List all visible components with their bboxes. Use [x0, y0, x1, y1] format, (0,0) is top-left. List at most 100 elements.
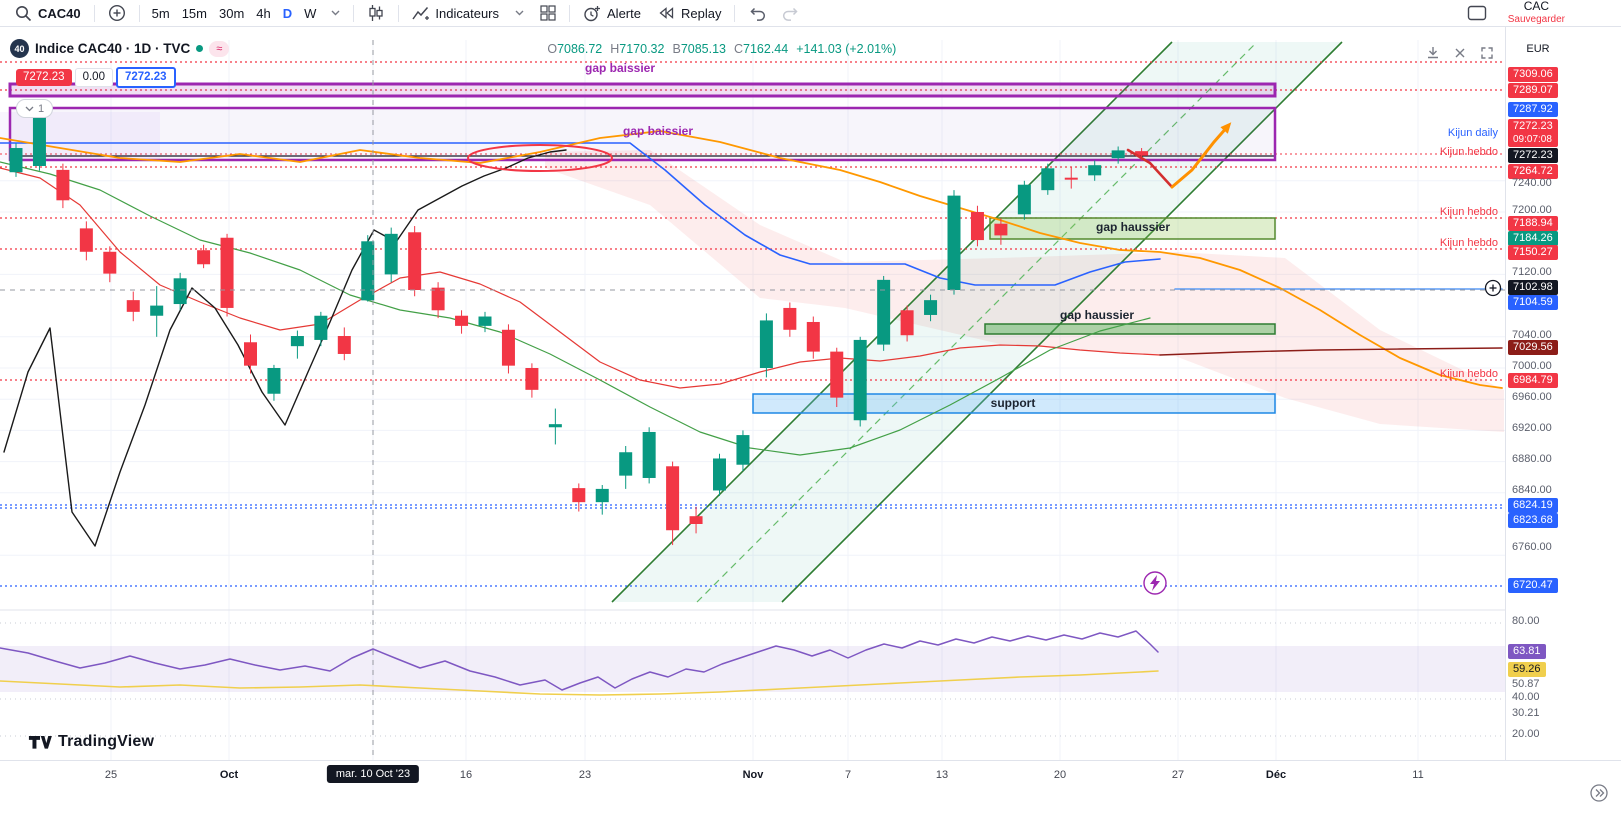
- wave-chip[interactable]: ≈: [209, 40, 230, 57]
- objects-count-pill[interactable]: 1: [16, 99, 54, 118]
- high-value: 7170.32: [619, 41, 665, 56]
- low-label: B: [672, 41, 681, 56]
- candle-body: [595, 488, 609, 503]
- position-pnl-label[interactable]: 0.00: [74, 68, 113, 87]
- drawn-path-down[interactable]: [1126, 148, 1174, 189]
- market-open-dot: [196, 45, 204, 52]
- candle-body: [900, 310, 914, 336]
- tradingview-logo-text: TradingView: [58, 732, 155, 750]
- annotation-text[interactable]: gap baissier: [623, 124, 693, 138]
- gap-baissier-band[interactable]: [8, 82, 1277, 98]
- toolbar-separator: [398, 4, 400, 22]
- annotation-text[interactable]: Kijun hebdo: [1440, 146, 1498, 158]
- toolbar-separator: [138, 4, 140, 22]
- price-axis-label: 59.26: [1508, 662, 1546, 677]
- timeframe-5m[interactable]: 5m: [146, 4, 176, 23]
- candlestick-icon: [369, 5, 384, 21]
- pane-controls: [1424, 43, 1496, 62]
- candle-body: [361, 241, 375, 301]
- go-to-realtime-icon[interactable]: [1589, 783, 1609, 803]
- candle-body: [525, 368, 539, 390]
- price-axis-label: 6920.00: [1512, 422, 1552, 434]
- annotation-text[interactable]: gap baissier: [585, 61, 655, 75]
- time-axis-label: 27: [1171, 769, 1185, 781]
- timeframe-D[interactable]: D: [277, 4, 298, 23]
- annotation-text[interactable]: support: [991, 396, 1036, 410]
- tradingview-logo[interactable]: TradingView: [28, 732, 154, 751]
- account-save-block[interactable]: CAC Sauvegarder: [1508, 0, 1565, 25]
- alert-button[interactable]: Alerte: [576, 2, 648, 25]
- alert-label: Alerte: [607, 5, 641, 21]
- price-axis-label: 7188.94: [1508, 216, 1558, 231]
- trend-channel-line[interactable]: [781, 41, 1343, 603]
- highlight-ellipse[interactable]: [467, 144, 613, 172]
- timeframe-menu-button[interactable]: [324, 7, 347, 19]
- flash-idea-icon[interactable]: [1143, 571, 1167, 595]
- alert-clock-icon: [584, 5, 601, 21]
- chart-plot[interactable]: gap baissier gap baissier gap haussier gap …: [0, 27, 1505, 760]
- timeframe-W[interactable]: W: [298, 4, 322, 23]
- candle-body: [173, 278, 187, 305]
- candle-body: [947, 195, 961, 290]
- add-symbol-button[interactable]: [101, 1, 133, 25]
- low-value: 7085.13: [680, 41, 726, 56]
- annotation-text[interactable]: Kijun hebdo: [1440, 368, 1498, 380]
- layout-grid-button[interactable]: [533, 2, 563, 24]
- drawn-arrow-up[interactable]: [1170, 122, 1232, 189]
- annotation-text[interactable]: Kijun daily: [1448, 127, 1499, 139]
- candle-body: [337, 336, 351, 354]
- pane-maximize-button[interactable]: [1478, 43, 1496, 62]
- layout-frame-icon: [1467, 5, 1486, 21]
- crosshair-plus-icon[interactable]: [1484, 279, 1502, 297]
- timeframe-15m[interactable]: 15m: [176, 4, 213, 23]
- pane-move-down-button[interactable]: [1424, 43, 1442, 62]
- axis-currency[interactable]: EUR: [1526, 43, 1550, 55]
- legend-title[interactable]: Indice CAC40 · 1D · TVC: [35, 41, 191, 56]
- plus-circle-icon: [108, 4, 125, 22]
- pane-close-button[interactable]: [1451, 43, 1469, 62]
- price-axis-label: 7287.92: [1508, 102, 1558, 117]
- toolbar-separator: [93, 4, 95, 22]
- candle-body: [56, 169, 70, 201]
- annotation-text[interactable]: Kijun hebdo: [1440, 206, 1498, 218]
- redo-button[interactable]: [775, 2, 807, 25]
- chart-pane[interactable]: gap baissier gap baissier gap haussier gap …: [0, 27, 1505, 760]
- chevron-down-icon: [515, 10, 524, 16]
- replay-button[interactable]: Replay: [650, 2, 728, 24]
- price-axis-label: 7240.00: [1512, 177, 1552, 189]
- indicators-templates-button[interactable]: [508, 7, 531, 19]
- chevron-down-icon: [25, 106, 34, 111]
- symbol-search-button[interactable]: CAC40: [8, 2, 88, 25]
- support-box[interactable]: [752, 393, 1276, 414]
- gap-haussier-box-1[interactable]: [989, 217, 1276, 240]
- timeframe-30m[interactable]: 30m: [213, 4, 250, 23]
- price-axis-label: 63.81: [1508, 644, 1546, 659]
- undo-button[interactable]: [741, 2, 773, 25]
- gap-haussier-box-2[interactable]: [984, 323, 1276, 335]
- time-axis[interactable]: 25 Oct 16 23 Nov 7 13 20 27 Déc 11 mar. 10 Oct '23: [0, 760, 1505, 817]
- grid-icon: [540, 5, 556, 21]
- candle-body: [408, 232, 422, 290]
- layout-select-button[interactable]: [1460, 2, 1494, 24]
- annotation-text[interactable]: Kijun hebdo: [1440, 237, 1498, 249]
- price-axis[interactable]: EUR 7309.06 7289.07 7287.92 7272.23 09:07:08…: [1505, 27, 1621, 760]
- annotation-text[interactable]: gap haussier: [1060, 308, 1134, 322]
- price-axis-label: 7272.23 09:07:08: [1508, 119, 1558, 147]
- price-axis-label: 6960.00: [1512, 391, 1552, 403]
- timeframe-4h[interactable]: 4h: [250, 4, 276, 23]
- candle-body: [830, 351, 844, 398]
- order-price-label[interactable]: 7272.23: [115, 67, 176, 88]
- flash-bolt: [1150, 575, 1160, 591]
- indicators-button[interactable]: Indicateurs: [405, 3, 506, 24]
- gap-baissier-box[interactable]: [8, 106, 1277, 162]
- annotation-text[interactable]: gap haussier: [1096, 220, 1170, 234]
- position-entry-label[interactable]: 7272.23: [16, 69, 72, 86]
- candle-body: [1111, 150, 1125, 159]
- candle-body: [924, 300, 938, 315]
- crosshair-date-label: mar. 10 Oct '23: [326, 765, 420, 783]
- trend-channel-line[interactable]: [611, 41, 1173, 603]
- price-axis-label: 7029.56: [1508, 340, 1558, 355]
- chart-style-button[interactable]: [360, 1, 392, 25]
- toolbar-separator: [353, 4, 355, 22]
- time-axis-label: 16: [459, 769, 473, 781]
